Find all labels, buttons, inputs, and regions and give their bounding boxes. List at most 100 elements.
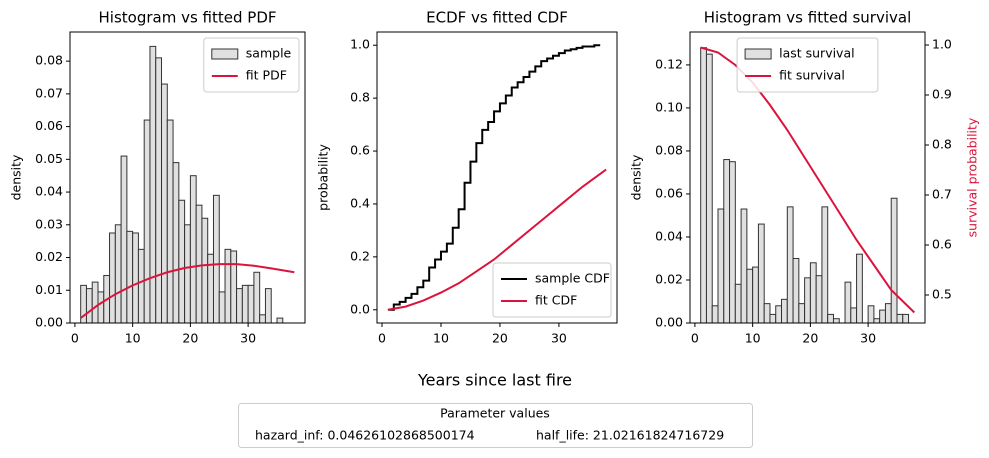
line-series: [700, 46, 916, 314]
legend-label: sample: [246, 46, 292, 61]
y-tick-label: 0.0: [350, 301, 370, 316]
histogram-bar: [189, 175, 197, 324]
parameter-item: half_life: 21.02161824716729: [536, 428, 724, 443]
histogram-bar: [201, 217, 209, 324]
histogram-bar: [700, 47, 707, 324]
y-tick-label: 0.00: [655, 315, 683, 330]
histogram-bar: [815, 275, 823, 324]
plot-frame: [376, 31, 618, 324]
histogram-bar: [827, 313, 834, 324]
histogram-bar: [120, 155, 128, 324]
y-tick-label: 0.2: [350, 248, 370, 263]
y-tick-label: 0.08: [35, 53, 63, 68]
histogram-bar: [149, 45, 157, 324]
y-tick-label: 0.08: [655, 142, 683, 157]
histogram-bar: [896, 313, 904, 324]
y2-axis-label: survival probability: [965, 117, 980, 237]
x-tick-label: 20: [802, 331, 818, 346]
histogram-bar: [867, 305, 875, 324]
histogram-bar: [769, 313, 777, 324]
histogram-bar: [775, 305, 783, 324]
x-tick-label: 10: [125, 331, 141, 346]
x-tick-label: 30: [240, 331, 256, 346]
chart-title: ECDF vs fitted CDF: [426, 9, 568, 27]
chart-title: Histogram vs fitted survival: [704, 9, 912, 27]
legend-box: [736, 37, 879, 93]
histogram-bar: [879, 309, 886, 324]
x-tick-label: 30: [860, 331, 876, 346]
histogram-bar: [218, 291, 226, 324]
histogram-bar: [850, 307, 858, 324]
y-axis-label: probability: [316, 144, 331, 211]
histogram-bar: [792, 257, 800, 324]
histogram-bar: [798, 303, 806, 324]
x-tick-label: 0: [691, 331, 699, 346]
histogram-bar: [166, 119, 174, 324]
y2-tick-label: 1.0: [932, 37, 952, 52]
histogram-bar: [809, 262, 817, 324]
y2-tick-label: 0.8: [932, 137, 952, 152]
histogram-bar: [264, 288, 272, 324]
histogram-bar: [236, 288, 243, 324]
shared-x-label: Years since last fire: [417, 371, 572, 390]
legend-label: fit CDF: [535, 293, 577, 308]
y-tick-label: 0.04: [655, 228, 683, 243]
histogram-bar: [902, 313, 910, 324]
histogram-bar: [752, 266, 759, 324]
y2-tick-label: 0.7: [932, 187, 952, 202]
histogram-bar: [85, 288, 93, 324]
histogram-bar: [137, 248, 145, 324]
y-tick-label: 0.01: [35, 282, 63, 297]
x-tick-label: 20: [492, 331, 508, 346]
line-series: [80, 263, 295, 319]
legend-label: fit survival: [779, 68, 845, 83]
histogram-bar: [781, 298, 788, 324]
x-tick-label: 30: [551, 331, 567, 346]
y-tick-label: 0.02: [35, 249, 63, 264]
histogram-bar: [212, 194, 220, 324]
histogram-bar: [711, 305, 719, 324]
y-tick-label: 0.05: [35, 151, 63, 166]
legend-swatch: [744, 48, 772, 60]
y-tick-label: 0.07: [35, 85, 63, 100]
legend-swatch: [211, 48, 239, 60]
histogram-bar: [178, 199, 186, 324]
y-tick-label: 0.00: [35, 315, 63, 330]
y-axis-label: density: [629, 154, 644, 200]
histogram-bar: [873, 318, 881, 324]
histogram-bar: [723, 159, 731, 324]
histogram-bar: [717, 208, 725, 324]
histogram-bar: [97, 291, 105, 324]
y-tick-label: 0.12: [655, 56, 683, 71]
histogram-bar: [247, 284, 255, 324]
chart-title: Histogram vs fitted PDF: [99, 9, 277, 27]
legend-label: fit PDF: [246, 68, 287, 83]
histogram-bar: [890, 197, 898, 324]
histogram-bar: [230, 250, 238, 324]
histogram-bar: [114, 224, 122, 324]
parameter-box: [238, 403, 753, 448]
y2-tick-label: 0.5: [932, 287, 952, 302]
line-series: [387, 44, 601, 311]
y-tick-label: 0.03: [35, 216, 63, 231]
legend-label: last survival: [779, 46, 855, 61]
y-tick-label: 0.10: [655, 99, 683, 114]
histogram-bar: [844, 281, 852, 324]
y-axis-label: density: [9, 154, 24, 200]
histogram-bar: [276, 317, 284, 324]
histogram-bar: [253, 271, 261, 324]
parameter-title: Parameter values: [440, 406, 550, 421]
histogram-bar: [740, 208, 748, 324]
y-tick-label: 0.04: [35, 184, 63, 199]
histogram-bar: [705, 53, 713, 324]
y-tick-label: 1.0: [350, 37, 370, 52]
y-tick-label: 0.8: [350, 90, 370, 105]
histogram-bar: [804, 277, 811, 324]
histogram-bar: [757, 223, 765, 324]
histogram-bar: [832, 318, 840, 324]
histogram-bar: [786, 206, 794, 324]
histogram-bar: [143, 119, 151, 324]
histogram-bar: [884, 303, 892, 324]
histogram-bar: [91, 281, 99, 324]
